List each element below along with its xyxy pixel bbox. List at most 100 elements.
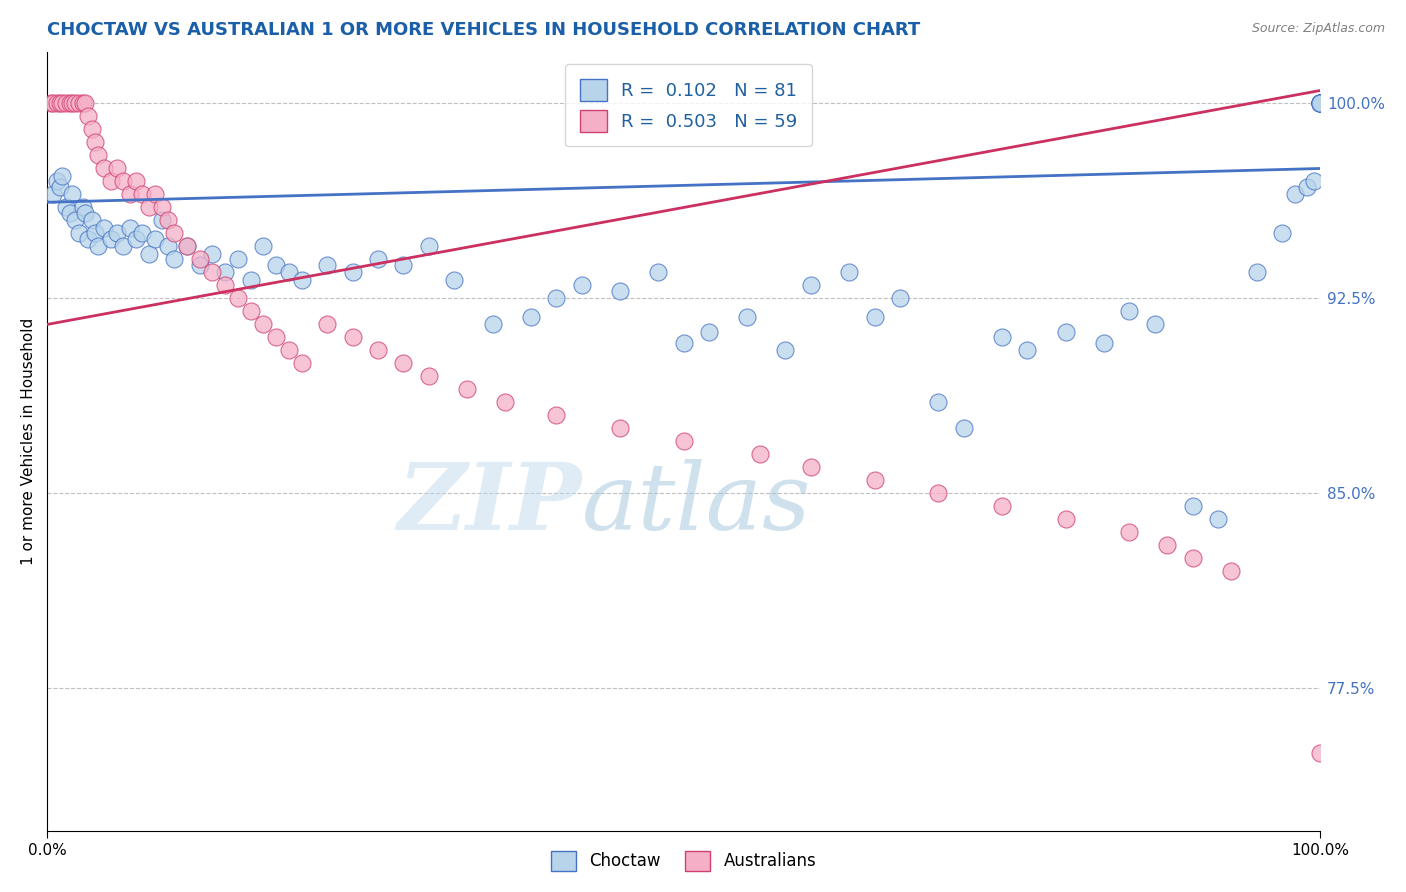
Point [176,239,198,253]
Point [1296,179,1319,194]
Point [1143,318,1166,332]
Point [125,232,148,246]
Point [156,213,179,227]
Point [138,247,160,261]
Point [367,252,389,267]
Point [749,447,772,461]
Point [1309,96,1331,111]
Point [264,330,287,344]
Point [1181,551,1204,566]
Point [87,148,110,162]
Point [131,227,153,241]
Point [55,201,77,215]
Point [105,161,128,176]
Point [456,383,478,397]
Point [42,187,65,202]
Point [418,369,440,384]
Point [62,187,84,202]
Point [112,174,135,188]
Point [42,96,65,111]
Point [1309,747,1331,761]
Point [481,318,503,332]
Point [927,395,949,409]
Point [952,421,974,435]
Point [75,205,97,219]
Point [546,409,568,423]
Point [59,96,82,111]
Point [63,213,86,227]
Point [1181,500,1204,514]
Point [138,201,160,215]
Point [800,278,823,293]
Point [150,201,173,215]
Text: Source: ZipAtlas.com: Source: ZipAtlas.com [1251,22,1385,36]
Point [1054,512,1077,526]
Point [76,232,98,246]
Point [156,239,179,253]
Point [188,258,211,272]
Point [520,310,543,324]
Point [1271,227,1294,241]
Point [1309,96,1331,111]
Point [443,273,465,287]
Point [571,278,593,293]
Point [991,330,1014,344]
Point [609,284,631,298]
Point [176,239,198,253]
Point [863,474,886,488]
Point [1118,525,1140,540]
Point [392,356,415,370]
Point [201,247,224,261]
Point [131,187,153,202]
Point [76,110,98,124]
Point [51,96,73,111]
Point [67,96,90,111]
Point [316,258,339,272]
Point [1309,96,1331,111]
Point [87,239,110,253]
Point [342,265,364,279]
Point [316,318,339,332]
Point [80,213,103,227]
Point [72,201,94,215]
Text: ZIP: ZIP [398,458,582,549]
Point [163,252,186,267]
Point [39,96,62,111]
Point [75,96,97,111]
Point [1309,96,1331,111]
Point [59,205,82,219]
Point [125,174,148,188]
Point [118,187,141,202]
Point [84,136,107,150]
Point [889,292,911,306]
Point [100,232,122,246]
Point [1156,538,1178,552]
Point [150,213,173,227]
Point [392,258,415,272]
Point [1309,96,1331,111]
Point [277,343,299,358]
Point [1208,512,1230,526]
Point [84,227,107,241]
Point [55,96,77,111]
Point [48,179,70,194]
Point [226,252,249,267]
Point [143,232,166,246]
Point [80,122,103,136]
Point [93,161,115,176]
Point [1309,96,1331,111]
Point [800,460,823,475]
Point [367,343,389,358]
Point [494,395,516,409]
Point [46,174,69,188]
Point [264,258,287,272]
Point [1054,326,1077,340]
Point [143,187,166,202]
Point [838,265,860,279]
Point [775,343,797,358]
Point [609,421,631,435]
Point [226,292,249,306]
Point [672,335,695,350]
Point [252,318,274,332]
Point [239,273,262,287]
